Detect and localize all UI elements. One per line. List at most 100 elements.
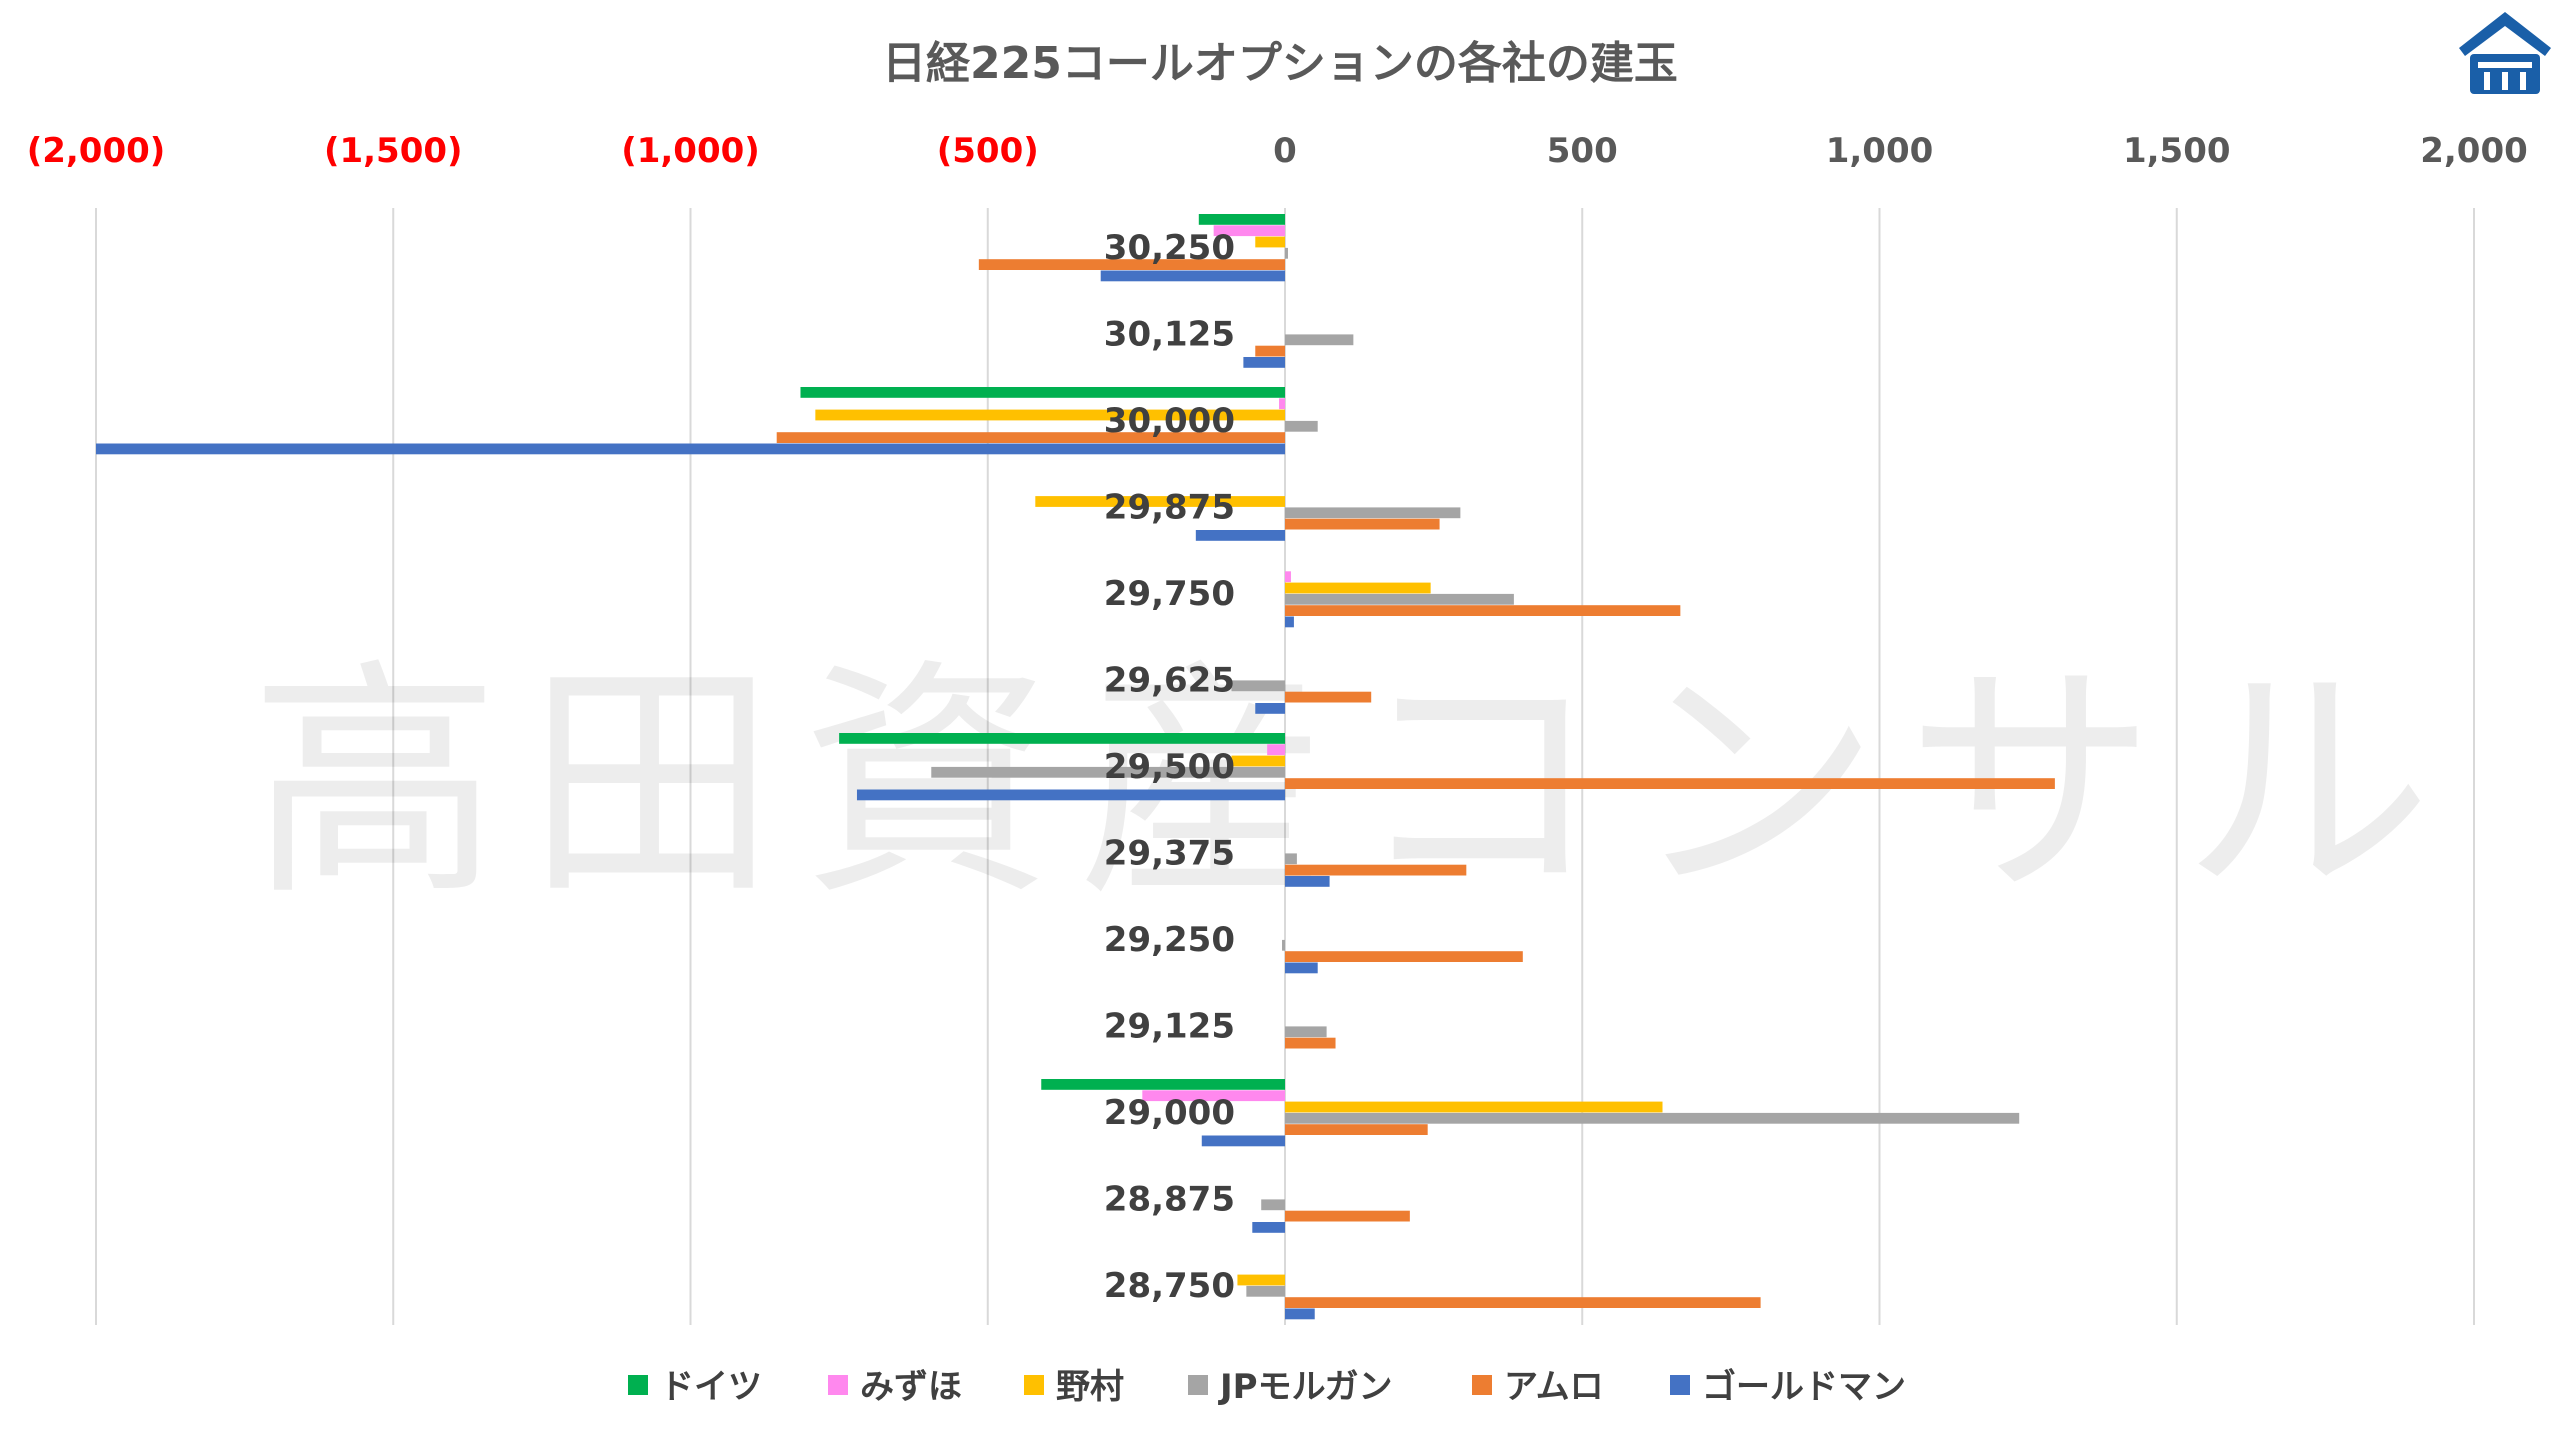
legend-label: ゴールドマン — [1702, 1367, 1906, 1407]
legend-label: JPモルガン — [1218, 1367, 1393, 1407]
bar-アムロ-28,750 — [1285, 1297, 1761, 1308]
bars — [96, 214, 2055, 1320]
bar-みずほ-29,000 — [1142, 1090, 1285, 1102]
x-axis-ticks: (2,000) (1,500) (1,000) (500) 0 500 1,000 1,500… — [27, 131, 2528, 171]
bar-ゴールドマン-29,750 — [1285, 616, 1294, 628]
bar-アムロ-28,875 — [1285, 1210, 1410, 1222]
bar-JPモルガン-30,000 — [1285, 420, 1318, 432]
bar-アムロ-29,125 — [1285, 1037, 1336, 1049]
x-tick-label: (1,500) — [324, 131, 463, 171]
category-label: 30,000 — [1104, 401, 1235, 441]
bar-アムロ-29,500 — [1285, 778, 2055, 789]
bar-JPモルガン-30,125 — [1285, 334, 1354, 346]
category-label: 29,125 — [1104, 1007, 1235, 1047]
bar-JPモルガン-30,250 — [1285, 247, 1288, 259]
bar-アムロ-29,750 — [1285, 605, 1681, 616]
takada-logo — [2459, 12, 2551, 94]
bar-JPモルガン-29,000 — [1285, 1112, 2020, 1124]
x-tick-label: 1,000 — [1826, 131, 1934, 171]
bar-アムロ-30,000 — [776, 432, 1285, 443]
legend-item: アムロ — [1472, 1367, 1604, 1407]
bar-ゴールドマン-29,625 — [1255, 703, 1285, 714]
legend: ドイツ みずほ 野村 JPモルガン アムロ ゴールドマン — [628, 1367, 1906, 1407]
category-label: 28,875 — [1104, 1180, 1235, 1220]
legend-swatch — [1670, 1375, 1690, 1395]
logo-roof — [2459, 12, 2551, 56]
bar-ゴールドマン-28,875 — [1252, 1222, 1285, 1233]
bar-ゴールドマン-30,000 — [96, 443, 1285, 455]
bar-みずほ-29,750 — [1285, 571, 1291, 583]
legend-item: JPモルガン — [1188, 1367, 1393, 1407]
bar-野村-28,750 — [1237, 1274, 1285, 1286]
x-tick-label: 500 — [1547, 131, 1618, 171]
x-tick-label: (500) — [937, 131, 1039, 171]
x-tick-label: (2,000) — [27, 131, 166, 171]
legend-swatch — [1188, 1375, 1208, 1395]
legend-swatch — [628, 1375, 648, 1395]
bar-アムロ-29,875 — [1285, 518, 1440, 530]
category-label: 29,750 — [1104, 574, 1235, 614]
bar-JPモルガン-28,750 — [1246, 1285, 1285, 1297]
bar-アムロ-29,625 — [1285, 691, 1372, 703]
bar-ゴールドマン-28,750 — [1285, 1308, 1315, 1320]
bar-JPモルガン-29,750 — [1285, 593, 1514, 605]
bar-みずほ-30,250 — [1213, 225, 1285, 237]
bar-JPモルガン-28,875 — [1261, 1199, 1285, 1211]
category-label: 29,250 — [1104, 920, 1235, 960]
bar-JPモルガン-29,875 — [1285, 507, 1461, 519]
legend-label: ドイツ — [660, 1367, 762, 1407]
bar-みずほ-30,000 — [1279, 398, 1285, 410]
legend-item: ドイツ — [628, 1367, 762, 1407]
bar-JPモルガン-29,375 — [1285, 853, 1297, 865]
x-tick-label: 1,500 — [2123, 131, 2231, 171]
bar-JPモルガン-29,125 — [1285, 1026, 1327, 1038]
bar-アムロ-30,125 — [1255, 345, 1285, 357]
category-label: 29,000 — [1104, 1093, 1235, 1133]
x-tick-label: (1,000) — [621, 131, 760, 171]
logo-stripe — [2478, 62, 2532, 68]
legend-label: 野村 — [1056, 1367, 1124, 1407]
category-labels: 30,250 30,125 30,000 29,875 29,750 29,625 29,5… — [1104, 228, 1235, 1306]
bar-野村-30,250 — [1255, 236, 1285, 248]
logo-pillar — [2484, 72, 2490, 90]
category-label: 29,375 — [1104, 834, 1235, 874]
bar-JPモルガン-29,625 — [1231, 680, 1285, 692]
legend-item: ゴールドマン — [1670, 1367, 1906, 1407]
category-label: 29,500 — [1104, 747, 1235, 787]
x-tick-label: 0 — [1273, 131, 1297, 171]
bar-アムロ-29,000 — [1285, 1124, 1428, 1135]
bar-ドイツ-30,250 — [1198, 214, 1285, 225]
bar-野村-29,875 — [1035, 496, 1285, 507]
bar-みずほ-29,500 — [1267, 744, 1285, 756]
bar-ゴールドマン-29,000 — [1201, 1135, 1285, 1147]
bar-JPモルガン-29,500 — [931, 766, 1285, 778]
bar-野村-30,000 — [815, 409, 1285, 421]
category-label: 30,250 — [1104, 228, 1235, 268]
logo-pillar — [2502, 72, 2508, 90]
bar-JPモルガン-29,250 — [1282, 939, 1285, 951]
x-tick-label: 2,000 — [2420, 131, 2528, 171]
category-label: 28,750 — [1104, 1266, 1235, 1306]
category-label: 29,875 — [1104, 488, 1235, 528]
bar-ドイツ-29,500 — [839, 733, 1285, 744]
legend-swatch — [1024, 1375, 1044, 1395]
bar-ゴールドマン-29,250 — [1285, 962, 1318, 974]
bar-アムロ-29,250 — [1285, 951, 1523, 962]
bar-ゴールドマン-29,500 — [856, 789, 1285, 801]
bar-野村-29,750 — [1285, 582, 1431, 594]
legend-swatch — [828, 1375, 848, 1395]
legend-swatch — [1472, 1375, 1492, 1395]
bar-アムロ-30,250 — [978, 259, 1285, 270]
bar-アムロ-29,375 — [1285, 864, 1467, 876]
legend-label: アムロ — [1504, 1367, 1604, 1407]
bar-ゴールドマン-30,250 — [1100, 270, 1285, 282]
bar-野村-29,500 — [1231, 755, 1285, 767]
chart-title: 日経225コールオプションの各社の建玉 — [882, 38, 1678, 89]
bar-ゴールドマン-29,375 — [1285, 876, 1330, 887]
bar-ドイツ-30,000 — [800, 387, 1285, 398]
legend-item: みずほ — [828, 1367, 962, 1407]
bar-ドイツ-29,000 — [1041, 1079, 1285, 1090]
bar-ゴールドマン-30,125 — [1243, 357, 1285, 368]
category-label: 30,125 — [1104, 315, 1235, 355]
